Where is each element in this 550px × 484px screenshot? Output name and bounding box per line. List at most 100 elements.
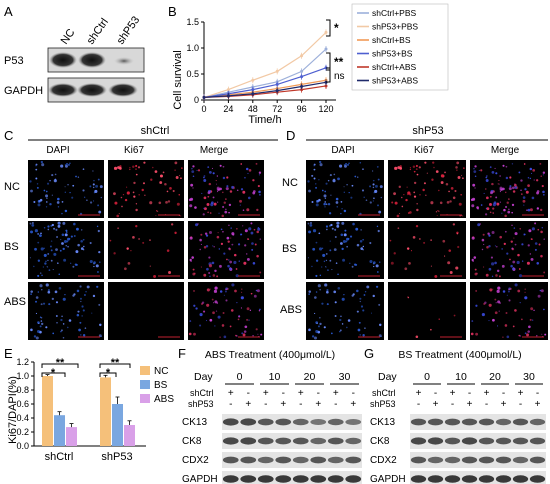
f-shctrl-sign: +: [263, 388, 269, 399]
chart-e-bar: [124, 425, 135, 446]
microscopy-tile: [388, 282, 466, 340]
chart-b-legend-label: shP53+BS: [372, 49, 413, 59]
chart-e-legend-swatch: [140, 380, 150, 389]
g-shp53-sign: -: [451, 399, 454, 410]
chart-b-xtick-label: 72: [272, 104, 282, 114]
chart-b-legend-label: shCtrl+ABS: [372, 62, 416, 72]
microscopy-tile: [388, 221, 466, 279]
chart-b-xtick-label: 48: [248, 104, 258, 114]
f-blot-label: CK13: [182, 417, 207, 428]
g-day-value: 30: [523, 371, 535, 383]
f-shctrl-sign: +: [298, 388, 304, 399]
f-band: [222, 437, 239, 445]
g-shctrl-sign: -: [502, 388, 505, 399]
f-day-value: 20: [304, 371, 316, 383]
g-band: [427, 475, 444, 483]
panel-d-col-dapi: DAPI: [331, 145, 354, 156]
chart-b-series-line: [203, 48, 327, 98]
panel-c-col-ki67: Ki67: [124, 145, 144, 156]
panel-g-title: BS Treatment (400μmol/L): [398, 349, 521, 361]
f-band: [257, 456, 274, 464]
f-shp53-sign: +: [245, 399, 251, 410]
panel-d-col-merge: Merge: [491, 145, 520, 156]
f-shctrl-sign: -: [317, 388, 320, 399]
g-shp53-sign: -: [519, 399, 522, 410]
chart-e-bar: [54, 415, 65, 446]
panel-d-row-abs: ABS: [280, 304, 302, 316]
f-band: [275, 437, 292, 445]
g-shp53-sign: -: [417, 399, 420, 410]
panel-d-col-ki67: Ki67: [414, 145, 434, 156]
g-shctrl-sign: -: [536, 388, 539, 399]
microscopy-tile: [108, 221, 184, 279]
sig-b-1: *: [334, 21, 339, 35]
g-blot-strip: [410, 471, 546, 484]
chart-e-ytick-label: 0.0: [16, 441, 29, 451]
microscopy-tile: [188, 282, 264, 340]
g-blot-label: CK8: [370, 436, 390, 447]
f-band: [327, 437, 344, 445]
f-shctrl-sign: -: [247, 388, 250, 399]
f-band: [292, 456, 309, 464]
panel-c-row-bs: BS: [4, 241, 19, 253]
g-day-value: 10: [455, 371, 467, 383]
microscopy-tile: [306, 160, 384, 218]
chart-e-legend-swatch: [140, 366, 150, 375]
g-band: [529, 475, 546, 483]
f-blot-label: GAPDH: [182, 474, 218, 484]
chart-b-legend-label: shCtrl+PBS: [372, 8, 416, 18]
panel-d-row-nc: NC: [282, 177, 298, 189]
f-shctrl-sign: +: [228, 388, 234, 399]
g-band: [444, 418, 461, 426]
f-blot-strip: [222, 471, 362, 484]
g-blot-strip: [410, 452, 546, 468]
chart-b-series-line: [203, 81, 327, 98]
f-shp53-sign: -: [299, 399, 302, 410]
f-band: [292, 437, 309, 445]
sig-b-2: **: [334, 55, 344, 69]
chart-e-ytick-label: 1.2: [16, 357, 29, 367]
microscopy-tile: [470, 221, 548, 279]
f-band: [345, 437, 362, 445]
chart-b-ytick-label: 1.5: [186, 17, 199, 27]
microscopy-tile: [28, 221, 104, 279]
microscopy-tile: [28, 160, 104, 218]
g-band: [512, 437, 529, 445]
chart-b-xlabel: Time/h: [248, 114, 281, 126]
f-shctrl-sign: +: [333, 388, 339, 399]
f-blot-strip: [222, 452, 362, 468]
g-band: [427, 456, 444, 464]
f-band: [310, 456, 327, 464]
g-band: [495, 437, 512, 445]
g-blot-label: CK13: [370, 417, 395, 428]
chart-b-series-line: [203, 67, 327, 98]
panel-letter-c: C: [4, 128, 13, 143]
f-blot-label: CDX2: [182, 455, 209, 466]
chart-b-legend-box: [351, 3, 449, 91]
f-shctrl-sign: -: [352, 388, 355, 399]
f-shp53-sign: -: [264, 399, 267, 410]
panel-f-western-blot: ABS Treatment (400μmol/L) Day 0 10 20 30+--…: [182, 349, 362, 484]
panel-letter-e: E: [4, 346, 13, 361]
g-band: [529, 456, 546, 464]
blot-row-label-p53: P53: [4, 55, 24, 67]
chart-e-bar: [112, 404, 123, 446]
chart-e-legend-label: BS: [154, 380, 168, 391]
panel-c-microscopy: shCtrl DAPI Ki67 Merge NC BS ABS: [4, 125, 278, 340]
g-band: [478, 456, 495, 464]
f-band: [222, 475, 239, 483]
chart-b-ylabel: Cell survival: [172, 50, 184, 109]
g-band: [410, 456, 427, 464]
f-band: [240, 456, 257, 464]
sig-e-1: *: [51, 367, 56, 379]
g-band: [529, 418, 546, 426]
panel-c-col-dapi: DAPI: [46, 145, 69, 156]
f-band: [240, 418, 257, 426]
f-band: [222, 418, 239, 426]
g-day-value: 20: [489, 371, 501, 383]
panel-d-microscopy: shP53 DAPI Ki67 Merge NC BS ABS: [280, 125, 548, 340]
f-day-value: 10: [269, 371, 281, 383]
g-band: [512, 456, 529, 464]
g-shctrl-sign: +: [518, 388, 524, 399]
f-band: [310, 419, 327, 425]
